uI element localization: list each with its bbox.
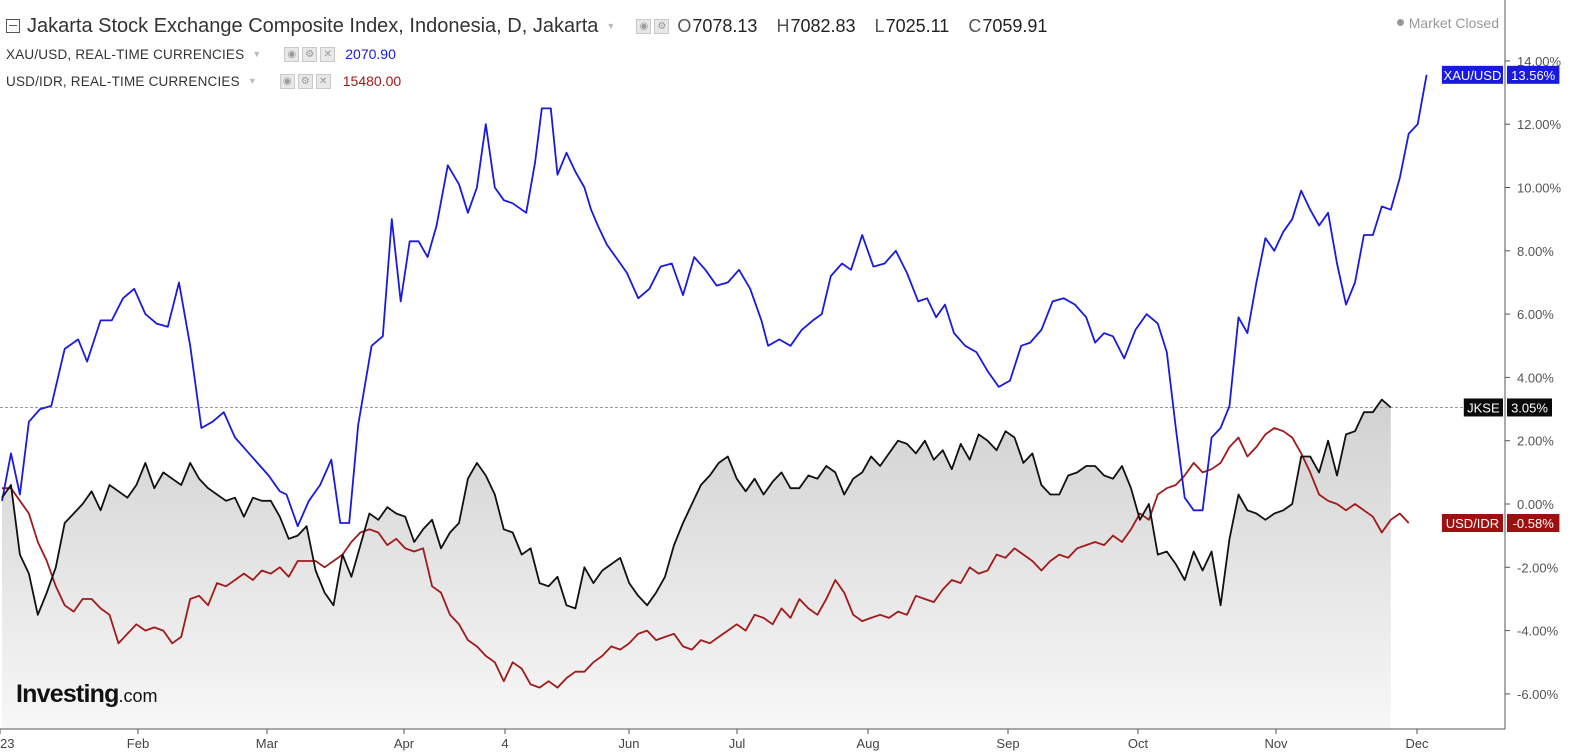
overlay-title-xauusd: XAU/USD, REAL-TIME CURRENCIES — [6, 46, 245, 62]
overlay-value-usdidr: 15480.00 — [342, 73, 402, 89]
overlay-legend-xauusd: XAU/USD, REAL-TIME CURRENCIES ▼ ◉ ⚙ ✕ 20… — [6, 44, 396, 64]
end-label-name-bg — [1463, 398, 1503, 417]
end-label-value: 13.56% — [1511, 68, 1556, 83]
y-tick-label: 8.00% — [1517, 244, 1554, 259]
y-tick-label: 0.00% — [1517, 497, 1554, 512]
x-tick-label: Jul — [729, 736, 746, 751]
end-label-jkse: JKSE 3.05% — [1463, 398, 1552, 417]
jkse-area-fill — [2, 399, 1391, 729]
series-line-jkse[interactable] — [1, 398, 1392, 616]
overlay-legend-usdidr: USD/IDR, REAL-TIME CURRENCIES ▼ ◉ ⚙ ✕ 15… — [6, 71, 401, 91]
end-label-name-bg — [1441, 513, 1503, 532]
y-tick-label: 14.00% — [1517, 54, 1562, 69]
x-tick-label: Aug — [856, 736, 879, 751]
x-tick-label: Feb — [127, 736, 149, 751]
logo-text: Investing — [16, 680, 119, 708]
overlay-title-usdidr: USD/IDR, REAL-TIME CURRENCIES — [6, 73, 240, 89]
main-legend-row: Jakarta Stock Exchange Composite Index, … — [6, 12, 1061, 40]
logo-suffix: .com — [118, 686, 158, 706]
eye-icon[interactable]: ◉ — [636, 18, 652, 34]
series-line-xauusd[interactable] — [1, 74, 1428, 528]
open-label: O — [677, 15, 692, 36]
x-axis: 2023 Feb Mar Apr 4 Jun Jul Aug Sep Oct Nov Dec — [0, 729, 1429, 751]
overlay-value-xauusd: 2070.90 — [345, 46, 396, 62]
chevron-down-icon[interactable]: ▼ — [247, 76, 257, 86]
chevron-down-icon[interactable]: ▼ — [252, 49, 262, 59]
end-label-name: USD/IDR — [1446, 516, 1499, 531]
end-label-value-bg — [1507, 65, 1560, 84]
close-icon[interactable]: ✕ — [315, 73, 331, 89]
y-tick-label: 4.00% — [1517, 370, 1554, 385]
low-value: 7025.11 — [885, 15, 950, 36]
end-label-xauusd: XAU/USD 13.56% — [1441, 65, 1560, 84]
ohlc-values: O7078.13 H7082.83 L7025.11 C7059.91 — [677, 16, 1061, 37]
gear-icon[interactable]: ⚙ — [302, 46, 318, 62]
y-axis: 14.00% 12.00% 10.00% 8.00% 6.00% 4.00% 2.00% 0.… — [1505, 54, 1562, 702]
end-label-name: XAU/USD — [1444, 68, 1502, 83]
open-value: 7078.13 — [692, 15, 758, 36]
y-tick-label: 12.00% — [1517, 117, 1562, 132]
x-tick-label: 2023 — [0, 736, 14, 751]
end-label-value: -0.58% — [1513, 516, 1555, 531]
collapse-icon[interactable] — [6, 19, 20, 33]
y-tick-label: -4.00% — [1517, 624, 1559, 639]
chart-title: Jakarta Stock Exchange Composite Index, … — [27, 14, 599, 37]
end-label-usdidr: USD/IDR -0.58% — [1441, 513, 1560, 532]
x-tick-label: Oct — [1128, 736, 1149, 751]
x-tick-label: 4 — [501, 736, 508, 751]
end-label-name: JKSE — [1467, 400, 1500, 415]
x-tick-label: Dec — [1405, 736, 1429, 751]
series-layer — [1, 74, 1428, 689]
x-tick-label: Mar — [256, 736, 279, 751]
y-tick-label: -2.00% — [1517, 560, 1559, 575]
series-end-labels: XAU/USD 13.56% JKSE 3.05% USD/IDR -0.58% — [1441, 65, 1560, 532]
high-value: 7082.83 — [790, 15, 856, 36]
y-tick-label: 6.00% — [1517, 307, 1554, 322]
low-label: L — [874, 15, 885, 36]
end-label-value-bg — [1507, 398, 1552, 417]
eye-icon[interactable]: ◉ — [284, 46, 300, 62]
end-label-value-bg — [1507, 513, 1560, 532]
x-tick-label: Nov — [1264, 736, 1288, 751]
close-label: C — [968, 15, 982, 36]
y-tick-label: 10.00% — [1517, 181, 1562, 196]
close-icon[interactable]: ✕ — [320, 46, 336, 62]
y-tick-label: 2.00% — [1517, 434, 1554, 449]
x-tick-label: Apr — [394, 736, 415, 751]
investing-logo[interactable]: Investing.com — [16, 680, 158, 709]
end-label-name-bg — [1441, 65, 1503, 84]
close-value: 7059.91 — [982, 15, 1048, 36]
gear-icon[interactable]: ⚙ — [297, 73, 313, 89]
gear-icon[interactable]: ⚙ — [654, 18, 670, 34]
x-tick-label: Jun — [619, 736, 640, 751]
series-line-usdidr[interactable] — [2, 427, 1410, 689]
y-tick-label: -6.00% — [1517, 687, 1559, 702]
eye-icon[interactable]: ◉ — [279, 73, 295, 89]
end-label-value: 3.05% — [1511, 400, 1548, 415]
chevron-down-icon[interactable]: ▼ — [606, 21, 616, 31]
high-label: H — [776, 15, 790, 36]
x-tick-label: Sep — [996, 736, 1019, 751]
